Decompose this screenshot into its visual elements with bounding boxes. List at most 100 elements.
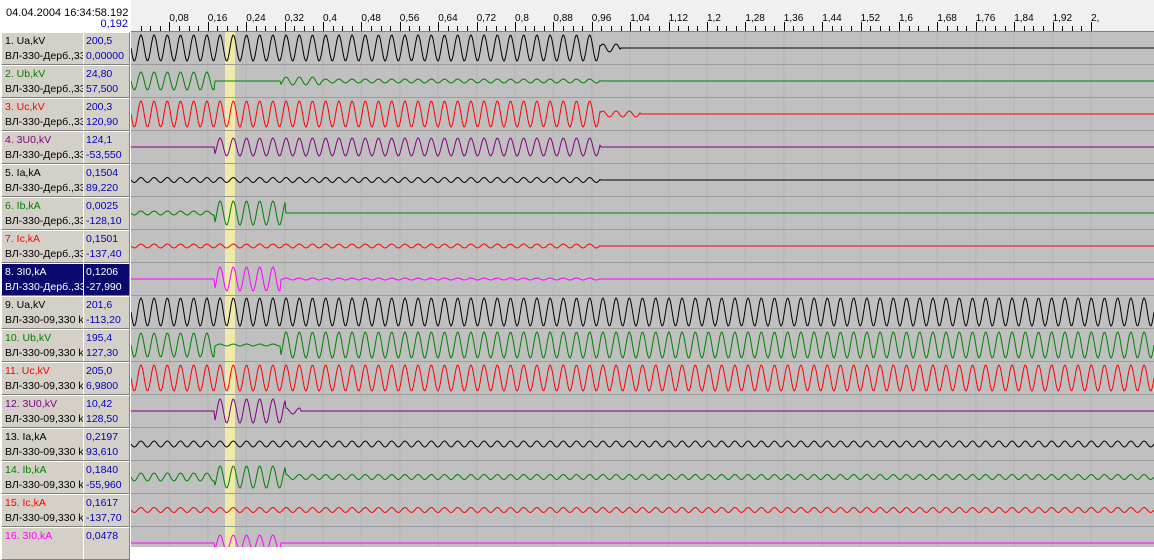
ruler-minor-tick xyxy=(774,26,776,31)
channel-name-cell[interactable]: 3. Uc,kV ВЛ-330-Дерб.,330 xyxy=(1,98,84,131)
channel-row[interactable]: 2. Ub,kV ВЛ-330-Дерб.,330 24,80 57,500 xyxy=(0,65,1154,98)
ruler-tick-label: 1,92 xyxy=(1052,13,1073,24)
channel-name-cell[interactable]: 12. 3U0,kV ВЛ-330-09,330 kV xyxy=(1,395,84,428)
channel-line-name: ВЛ-330-09,330 kV xyxy=(5,446,84,458)
channel-name-cell[interactable]: 7. Ic,kA ВЛ-330-Дерб.,330 xyxy=(1,230,84,263)
ruler-tick xyxy=(1091,22,1092,31)
channel-waveform xyxy=(131,34,1154,62)
ruler-minor-tick xyxy=(1004,26,1006,31)
ruler-tick-label: 1,12 xyxy=(668,13,689,24)
channel-row[interactable]: 1. Ua,kV ВЛ-330-Дерб.,330 200,5 0,00000 xyxy=(0,32,1154,65)
channel-row[interactable]: 8. 3I0,kA ВЛ-330-Дерб.,330 0,1206 -27,990 xyxy=(0,263,1154,296)
ruler-tick xyxy=(899,22,900,31)
channel-row[interactable]: 3. Uc,kV ВЛ-330-Дерб.,330 200,3 120,90 xyxy=(0,98,1154,131)
time-ruler[interactable]: 0,08 0,16 0,24 0,32 0,4 0,48 0,56 0,64 0,72 0,8 0,… xyxy=(131,0,1154,32)
channel-name-cell[interactable]: 14. Ib,kA ВЛ-330-09,330 kV xyxy=(1,461,84,494)
ruler-minor-tick xyxy=(150,26,152,31)
channel-amplitude: 124,1 xyxy=(86,134,113,146)
channel-name-cell[interactable]: 15. Ic,kA ВЛ-330-09,330 kV xyxy=(1,494,84,527)
ruler-minor-tick xyxy=(1081,26,1083,31)
channel-row[interactable]: 6. Ib,kA ВЛ-330-Дерб.,330 0,0025 -128,10 xyxy=(0,197,1154,230)
channel-name: 8. 3I0,kA xyxy=(5,266,47,278)
channel-waveform xyxy=(131,398,1154,424)
channel-waveform xyxy=(131,266,1154,292)
channel-line-name: ВЛ-330-09,330 kV xyxy=(5,479,84,491)
channel-amplitude: 24,80 xyxy=(86,68,113,80)
ruler-minor-tick xyxy=(265,26,267,31)
channel-name-cell[interactable]: 6. Ib,kA ВЛ-330-Дерб.,330 xyxy=(1,197,84,230)
channel-row[interactable]: 4. 3U0,kV ВЛ-330-Дерб.,330 124,1 -53,550 xyxy=(0,131,1154,164)
ruler-minor-tick xyxy=(697,26,699,31)
ruler-minor-tick xyxy=(1023,26,1025,31)
ruler-tick xyxy=(361,22,363,31)
channel-row[interactable]: 14. Ib,kA ВЛ-330-09,330 kV 0,1840 -55,960 xyxy=(0,461,1154,494)
channel-value-cell: 0,1501 -137,40 xyxy=(83,230,130,263)
channel-amplitude: 0,0025 xyxy=(86,200,119,212)
channel-row[interactable]: 10. Ub,kV ВЛ-330-09,330 kV 195,4 127,30 xyxy=(0,329,1154,362)
channel-line-name: ВЛ-330-Дерб.,330 xyxy=(5,149,84,161)
channel-line-name: ВЛ-330-Дерб.,330 xyxy=(5,182,84,194)
channel-row[interactable]: 5. Ia,kA ВЛ-330-Дерб.,330 0,1504 89,220 xyxy=(0,164,1154,197)
channel-name-cell[interactable]: 4. 3U0,kV ВЛ-330-Дерб.,330 xyxy=(1,131,84,164)
channel-phase: -137,40 xyxy=(86,248,122,260)
channel-name-cell[interactable]: 9. Ua,kV ВЛ-330-09,330 kV xyxy=(1,296,84,329)
channel-row[interactable]: 9. Ua,kV ВЛ-330-09,330 kV 201,6 -113,20 xyxy=(0,296,1154,329)
channel-value-cell: 0,0478 xyxy=(83,527,130,560)
ruler-tick xyxy=(783,22,785,31)
channel-row[interactable]: 13. Ia,kA ВЛ-330-09,330 kV 0,2197 93,610 xyxy=(0,428,1154,461)
channel-value-cell: 195,4 127,30 xyxy=(83,329,130,362)
channel-name-cell[interactable]: 13. Ia,kA ВЛ-330-09,330 kV xyxy=(1,428,84,461)
channel-amplitude: 0,1206 xyxy=(86,266,119,278)
ruler-tick-label: 1,84 xyxy=(1014,13,1034,24)
ruler-minor-tick xyxy=(851,26,852,31)
channel-row[interactable]: 7. Ic,kA ВЛ-330-Дерб.,330 0,1501 -137,40 xyxy=(0,230,1154,263)
ruler-tick xyxy=(515,22,516,31)
ruler-tick xyxy=(553,22,555,31)
channel-list: 1. Ua,kV ВЛ-330-Дерб.,330 200,5 0,00000 2. U… xyxy=(0,32,1154,560)
channel-name-cell[interactable]: 16. 3I0,kA xyxy=(1,527,84,560)
channel-waveform xyxy=(131,331,1154,359)
channel-value-cell: 10,42 128,50 xyxy=(83,395,130,428)
ruler-tick-label: 0,24 xyxy=(246,13,266,24)
channel-row[interactable]: 15. Ic,kA ВЛ-330-09,330 kV 0,1617 -137,70 xyxy=(0,494,1154,527)
channel-row[interactable]: 11. Uc,kV ВЛ-330-09,330 kV 205,0 6,9800 xyxy=(0,362,1154,395)
ruler-minor-tick xyxy=(918,26,920,31)
channel-waveform xyxy=(131,506,1154,514)
ruler-tick xyxy=(323,22,324,31)
channel-name: 5. Ia,kA xyxy=(5,167,41,179)
channel-name-cell[interactable]: 10. Ub,kV ВЛ-330-09,330 kV xyxy=(1,329,84,362)
channel-line-name: ВЛ-330-Дерб.,330 xyxy=(5,215,84,227)
ruler-minor-tick xyxy=(812,26,814,31)
ruler-minor-tick xyxy=(275,26,276,31)
ruler-minor-tick xyxy=(649,26,651,31)
ruler-tick-label: 1,44 xyxy=(822,13,842,24)
ruler-minor-tick xyxy=(351,26,353,31)
time-cursor[interactable] xyxy=(225,32,235,547)
channel-name-cell[interactable]: 2. Ub,kV ВЛ-330-Дерб.,330 xyxy=(1,65,84,98)
ruler-minor-tick xyxy=(995,26,996,31)
ruler-minor-tick xyxy=(889,26,891,31)
channel-phase: 93,610 xyxy=(86,446,119,458)
channel-name-cell[interactable]: 1. Ua,kV ВЛ-330-Дерб.,330 xyxy=(1,32,84,65)
channel-value-cell: 124,1 -53,550 xyxy=(83,131,130,164)
channel-name-cell[interactable]: 11. Uc,kV ВЛ-330-09,330 kV xyxy=(1,362,84,395)
ruler-tick-label: 0,64 xyxy=(438,13,458,24)
channel-row[interactable]: 12. 3U0,kV ВЛ-330-09,330 kV 10,42 128,50 xyxy=(0,395,1154,428)
channel-waveform xyxy=(131,243,1154,249)
channel-waveform xyxy=(131,364,1154,392)
ruler-tick-label: 0,16 xyxy=(207,13,228,24)
channel-value-cell: 0,0025 -128,10 xyxy=(83,197,130,230)
channel-name-cell[interactable]: 5. Ia,kA ВЛ-330-Дерб.,330 xyxy=(1,164,84,197)
channel-name: 14. Ib,kA xyxy=(5,464,47,476)
channel-waveform xyxy=(131,71,1154,91)
ruler-minor-tick xyxy=(543,26,545,31)
ruler-minor-tick xyxy=(1062,26,1064,31)
channel-value-cell: 201,6 -113,20 xyxy=(83,296,130,329)
waveform-plot-area[interactable] xyxy=(131,32,1154,547)
channel-line-name: ВЛ-330-Дерб.,330 xyxy=(5,50,84,62)
ruler-minor-tick xyxy=(159,26,161,31)
channel-phase: 6,9800 xyxy=(86,380,119,392)
channel-line-name: ВЛ-330-09,330 kV xyxy=(5,512,84,524)
channel-phase: 120,90 xyxy=(86,116,119,128)
channel-name-cell[interactable]: 8. 3I0,kA ВЛ-330-Дерб.,330 xyxy=(1,263,84,296)
